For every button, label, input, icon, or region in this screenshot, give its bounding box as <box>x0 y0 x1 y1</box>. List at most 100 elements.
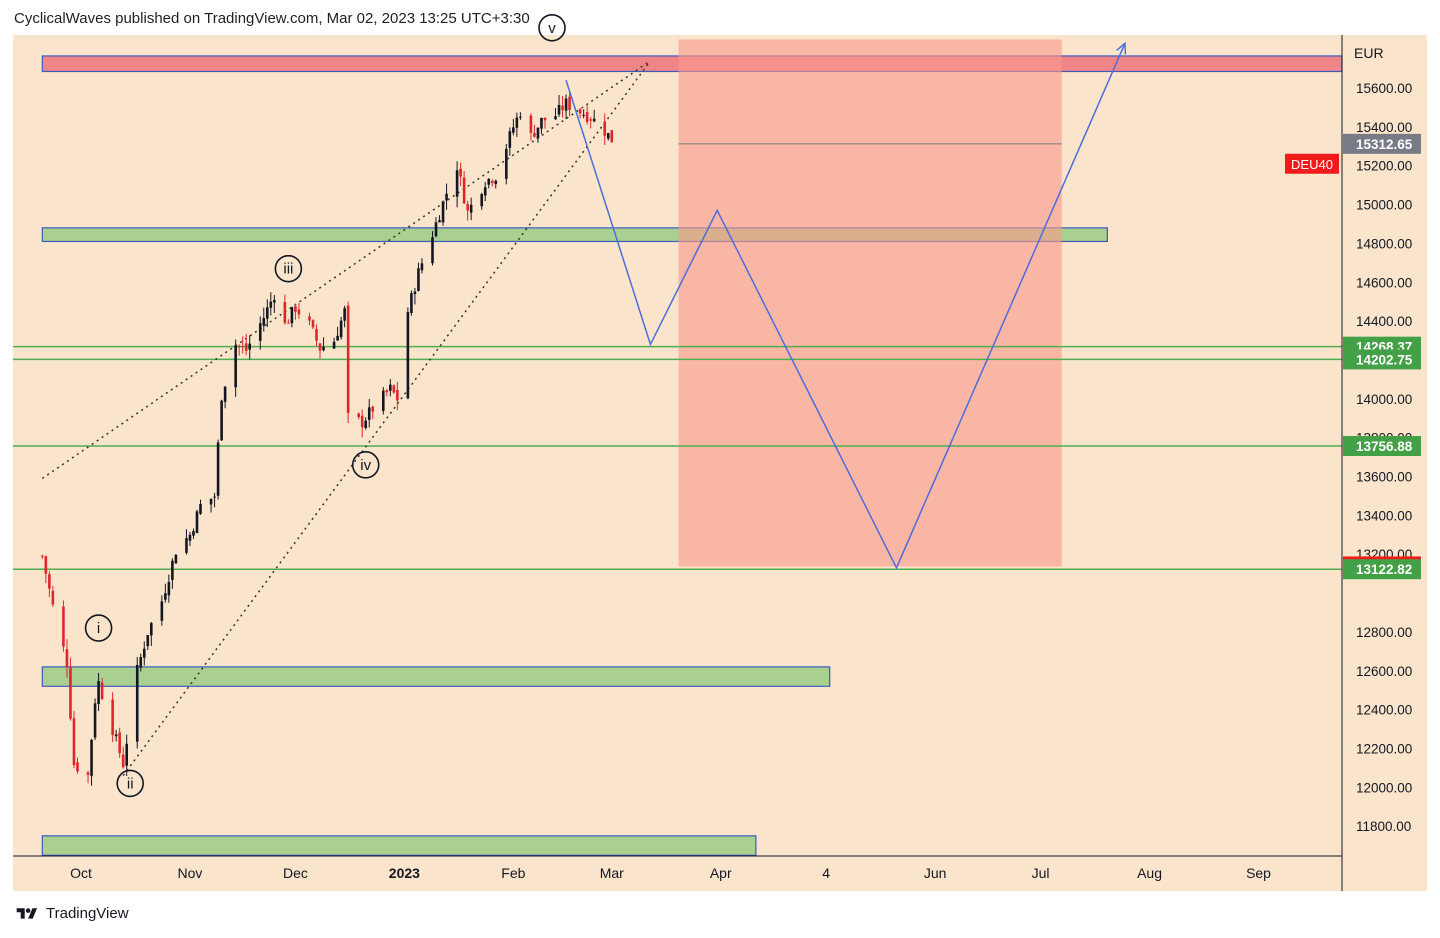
candle[interactable] <box>262 307 266 332</box>
candle[interactable] <box>367 398 371 428</box>
candle[interactable] <box>223 386 227 409</box>
candle[interactable] <box>195 509 199 534</box>
candle[interactable] <box>332 337 336 349</box>
candle[interactable] <box>392 384 396 394</box>
candle[interactable] <box>167 574 171 603</box>
candle[interactable] <box>308 312 311 325</box>
candle[interactable] <box>287 319 290 324</box>
candle[interactable] <box>529 113 533 141</box>
candle[interactable] <box>69 657 72 721</box>
candle[interactable] <box>209 498 213 513</box>
candle[interactable] <box>417 262 420 292</box>
candle[interactable] <box>561 95 564 118</box>
candle[interactable] <box>241 336 244 354</box>
candle[interactable] <box>490 179 494 187</box>
candle[interactable] <box>237 344 241 356</box>
candle[interactable] <box>311 319 315 330</box>
candle[interactable] <box>505 143 508 185</box>
candle[interactable] <box>441 200 445 226</box>
candle[interactable] <box>554 107 557 121</box>
candle[interactable] <box>606 132 610 141</box>
candle[interactable] <box>589 116 592 129</box>
candle[interactable] <box>164 583 167 603</box>
candle[interactable] <box>360 409 364 438</box>
x-axis[interactable]: Oct Nov Dec 2023 Feb Mar Apr 4 Jun Jul Aug Sep <box>70 865 1271 881</box>
candle[interactable] <box>283 294 287 325</box>
candle[interactable] <box>564 94 568 120</box>
candle[interactable] <box>519 112 522 120</box>
candle[interactable] <box>585 105 589 125</box>
candle[interactable] <box>557 95 561 117</box>
candle[interactable] <box>466 200 469 221</box>
candle[interactable] <box>543 117 547 129</box>
candle[interactable] <box>371 405 375 420</box>
candle[interactable] <box>44 555 48 584</box>
candle[interactable] <box>76 757 79 774</box>
candle[interactable] <box>294 303 297 320</box>
candle[interactable] <box>487 177 491 189</box>
candle[interactable] <box>536 127 540 143</box>
candle[interactable] <box>273 295 276 313</box>
candles-layer[interactable] <box>41 90 614 786</box>
candle[interactable] <box>420 258 424 274</box>
candle[interactable] <box>171 558 174 589</box>
candle[interactable] <box>86 770 90 784</box>
candle[interactable] <box>540 117 543 134</box>
candle[interactable] <box>508 127 512 156</box>
candle[interactable] <box>512 118 515 136</box>
candle[interactable] <box>533 124 536 138</box>
candle[interactable] <box>41 554 44 559</box>
candle[interactable] <box>410 290 413 316</box>
candle[interactable] <box>265 299 269 328</box>
candle[interactable] <box>455 161 459 208</box>
candle[interactable] <box>610 129 614 143</box>
candle[interactable] <box>90 738 93 786</box>
candle[interactable] <box>389 379 392 397</box>
candle[interactable] <box>185 529 188 555</box>
candle[interactable] <box>297 303 301 319</box>
candle[interactable] <box>142 641 146 666</box>
candle[interactable] <box>592 109 596 123</box>
y-axis[interactable]: EUR 11800.00 12000.00 12200.00 12400.00 1260… <box>1354 45 1412 834</box>
candle[interactable] <box>174 553 178 564</box>
candle[interactable] <box>216 439 220 500</box>
candle[interactable] <box>322 337 325 352</box>
candle[interactable] <box>343 305 346 328</box>
candle[interactable] <box>258 316 262 350</box>
candle[interactable] <box>234 339 237 397</box>
candle[interactable] <box>100 677 104 700</box>
candle[interactable] <box>568 90 571 117</box>
candle[interactable] <box>438 215 441 223</box>
candle[interactable] <box>62 600 65 652</box>
candle[interactable] <box>336 326 339 341</box>
candle[interactable] <box>315 324 318 347</box>
candle[interactable] <box>146 634 150 650</box>
candle[interactable] <box>65 639 69 678</box>
candle[interactable] <box>125 734 128 776</box>
candle[interactable] <box>582 109 585 119</box>
candle[interactable] <box>346 301 350 424</box>
candle[interactable] <box>385 388 389 397</box>
candle[interactable] <box>135 656 139 749</box>
candle[interactable] <box>269 292 273 316</box>
candle[interactable] <box>406 307 410 400</box>
candle[interactable] <box>413 287 417 305</box>
candle[interactable] <box>160 595 164 626</box>
candle[interactable] <box>139 653 143 672</box>
candle[interactable] <box>199 499 202 515</box>
candle[interactable] <box>97 672 100 711</box>
candle[interactable] <box>188 531 192 546</box>
candle[interactable] <box>72 711 76 769</box>
candle[interactable] <box>431 231 434 266</box>
candle[interactable] <box>459 162 462 187</box>
candle[interactable] <box>220 399 223 441</box>
candle[interactable] <box>515 112 519 137</box>
candle[interactable] <box>357 412 360 420</box>
candle[interactable] <box>578 108 582 119</box>
candle[interactable] <box>434 217 438 238</box>
candle[interactable] <box>51 585 55 608</box>
candle[interactable] <box>364 417 368 430</box>
candle[interactable] <box>118 727 121 758</box>
candle[interactable] <box>121 746 125 769</box>
